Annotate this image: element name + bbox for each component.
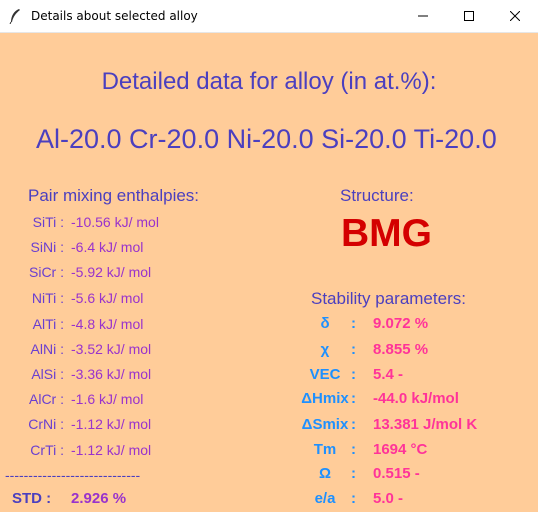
param-row: VEC : 5.4 -: [0, 366, 538, 388]
pair-name: SiNi :: [0, 239, 64, 255]
param-row: e/a : 5.0 -: [0, 490, 538, 512]
param-row: ΔSmix : 13.381 J/mol K: [0, 416, 538, 438]
param-row: Ω : 0.515 -: [0, 465, 538, 487]
param-name: ΔHmix: [280, 390, 370, 407]
pair-name: NiTi :: [0, 290, 64, 306]
param-value: 1694 °C: [373, 441, 427, 458]
page-heading: Detailed data for alloy (in at.%):: [0, 68, 538, 96]
param-separator: :: [351, 465, 356, 482]
param-name: Tm: [280, 441, 370, 458]
pair-value: -10.56 kJ/ mol: [71, 214, 159, 230]
alloy-composition: Al-20.0 Cr-20.0 Ni-20.0 Si-20.0 Ti-20.0: [36, 124, 497, 155]
param-name: δ: [280, 315, 370, 332]
pair-mixing-title: Pair mixing enthalpies:: [28, 186, 199, 206]
param-separator: :: [351, 366, 356, 383]
param-name: Ω: [280, 465, 370, 482]
structure-title: Structure:: [340, 186, 414, 206]
param-row: δ : 9.072 %: [0, 315, 538, 337]
param-separator: :: [351, 315, 356, 332]
feather-icon: [8, 8, 22, 24]
pair-name: SiTi :: [0, 214, 64, 230]
close-button[interactable]: [492, 0, 538, 32]
param-separator: :: [351, 416, 356, 433]
pair-name: SiCr :: [0, 264, 64, 280]
maximize-button[interactable]: [446, 0, 492, 32]
param-row: χ : 8.855 %: [0, 341, 538, 363]
param-value: 9.072 %: [373, 315, 428, 332]
window-title: Details about selected alloy: [31, 9, 198, 23]
param-separator: :: [351, 441, 356, 458]
param-separator: :: [351, 490, 356, 507]
param-name: VEC: [280, 366, 370, 383]
param-name: χ: [280, 341, 370, 358]
param-name: ΔSmix: [280, 416, 370, 433]
pair-value: -5.92 kJ/ mol: [71, 264, 151, 280]
param-value: 5.0 -: [373, 490, 403, 507]
param-value: 13.381 J/mol K: [373, 416, 477, 433]
title-bar[interactable]: Details about selected alloy: [0, 0, 538, 33]
close-icon: [510, 11, 520, 21]
minimize-button[interactable]: [400, 0, 446, 32]
param-separator: :: [351, 390, 356, 407]
stability-title: Stability parameters:: [311, 289, 466, 309]
pair-value: -6.4 kJ/ mol: [71, 239, 143, 255]
param-value: 0.515 -: [373, 465, 420, 482]
pair-value: -5.6 kJ/ mol: [71, 290, 143, 306]
param-value: 5.4 -: [373, 366, 403, 383]
structure-value: BMG: [341, 212, 432, 256]
param-row: Tm : 1694 °C: [0, 441, 538, 463]
param-value: 8.855 %: [373, 341, 428, 358]
param-name: e/a: [280, 490, 370, 507]
param-separator: :: [351, 341, 356, 358]
param-value: -44.0 kJ/mol: [373, 390, 459, 407]
param-row: ΔHmix : -44.0 kJ/mol: [0, 390, 538, 412]
